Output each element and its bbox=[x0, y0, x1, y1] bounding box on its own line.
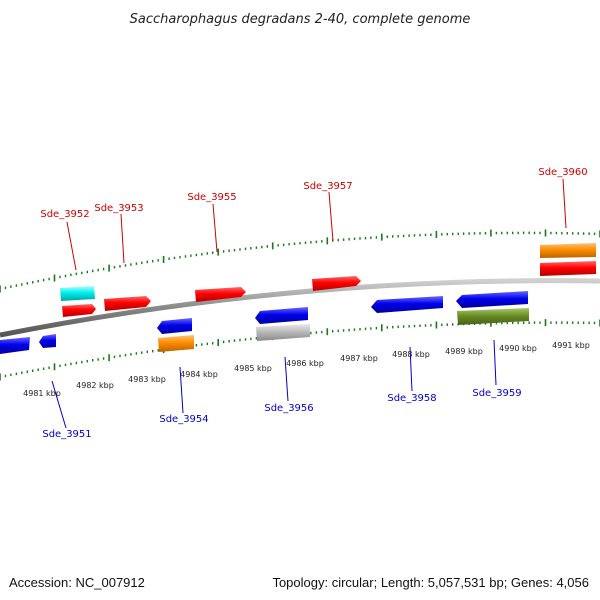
gene-sde-3955[interactable] bbox=[195, 287, 246, 302]
gene-sde-3960-a[interactable] bbox=[540, 243, 596, 258]
gene-sde-3959-olive[interactable] bbox=[457, 308, 529, 325]
gene-sde-3951-a[interactable] bbox=[0, 337, 30, 354]
gene-label-sde-3957[interactable]: Sde_3957 bbox=[303, 181, 352, 192]
gene-sde-3956-grey[interactable] bbox=[256, 324, 310, 341]
gene-label-sde-3953[interactable]: Sde_3953 bbox=[94, 203, 143, 214]
kbp-label: 4983 kbp bbox=[128, 375, 166, 384]
gene-sde-3951-b[interactable] bbox=[39, 334, 56, 348]
gene-sde-3954[interactable] bbox=[157, 318, 192, 334]
kbp-label: 4989 kbp bbox=[445, 347, 483, 356]
gene-label-sde-3955[interactable]: Sde_3955 bbox=[187, 192, 236, 203]
gene-sde-3957[interactable] bbox=[312, 276, 361, 291]
kbp-label: 4988 kbp bbox=[392, 350, 430, 359]
gene-sde-3958[interactable] bbox=[371, 296, 443, 313]
gene-sde-3953[interactable] bbox=[104, 296, 151, 311]
kbp-label: 4986 kbp bbox=[286, 359, 324, 368]
gene-label-sde-3958[interactable]: Sde_3958 bbox=[387, 393, 436, 404]
kbp-label: 4984 kbp bbox=[180, 370, 218, 379]
kbp-label: 4987 kbp bbox=[340, 354, 378, 363]
gene-sde-3954-orange[interactable] bbox=[158, 335, 194, 352]
kbp-label: 4981 kbp bbox=[23, 389, 61, 398]
kbp-label: 4990 kbp bbox=[499, 344, 537, 353]
forward-gene-callouts: Sde_3952 Sde_3953 Sde_3955 Sde_3957 Sde_… bbox=[40, 167, 588, 271]
genome-title: Saccharophagus degradans 2-40, complete … bbox=[130, 12, 471, 27]
gene-sde-3952[interactable] bbox=[62, 304, 96, 317]
rna-gene[interactable] bbox=[60, 286, 95, 301]
gene-label-sde-3960[interactable]: Sde_3960 bbox=[538, 167, 587, 178]
reverse-gene-callouts: Sde_3951 Sde_3954 Sde_3956 Sde_3958 Sde_… bbox=[42, 339, 522, 440]
gene-sde-3960-b[interactable] bbox=[540, 261, 596, 276]
forward-strand-genes bbox=[60, 243, 596, 317]
kbp-label: 4991 kbp bbox=[552, 341, 590, 350]
position-labels: 4981 kbp 4982 kbp 4983 kbp 4984 kbp 4985… bbox=[23, 341, 590, 398]
genome-backbone bbox=[0, 278, 600, 338]
gene-label-sde-3956[interactable]: Sde_3956 bbox=[264, 403, 313, 414]
accession-text: Accession: NC_007912 bbox=[9, 575, 145, 590]
gene-label-sde-3951[interactable]: Sde_3951 bbox=[42, 429, 91, 440]
gene-label-sde-3952[interactable]: Sde_3952 bbox=[40, 209, 89, 220]
gene-label-sde-3959[interactable]: Sde_3959 bbox=[472, 388, 521, 399]
gene-sde-3959[interactable] bbox=[456, 291, 528, 308]
topology-text: Topology: circular; Length: 5,057,531 bp… bbox=[272, 575, 589, 590]
kbp-label: 4985 kbp bbox=[234, 364, 272, 373]
reverse-strand-genes bbox=[0, 291, 529, 354]
kbp-label: 4982 kbp bbox=[76, 381, 114, 390]
gene-label-sde-3954[interactable]: Sde_3954 bbox=[159, 414, 208, 425]
gene-sde-3956[interactable] bbox=[255, 307, 308, 324]
